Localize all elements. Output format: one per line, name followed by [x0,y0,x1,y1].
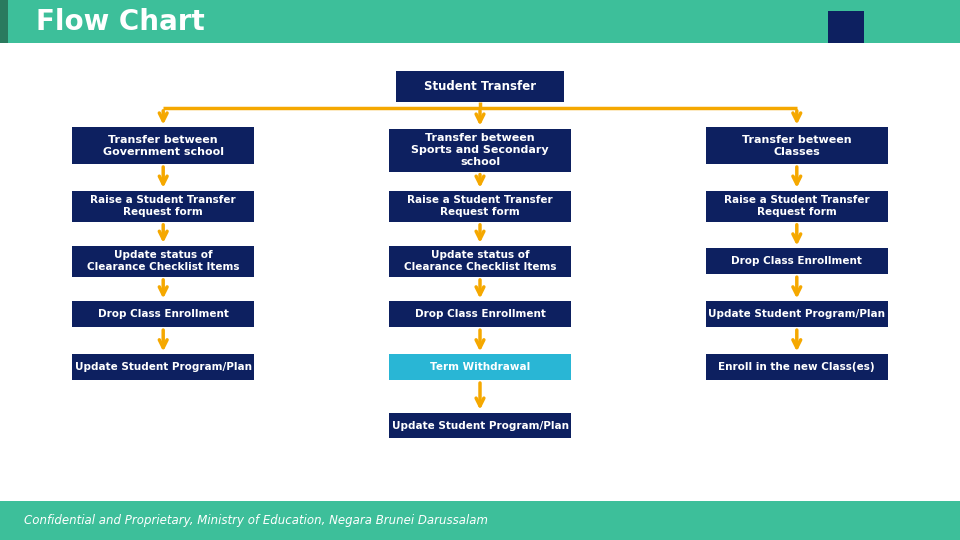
Text: Student Transfer: Student Transfer [424,80,536,93]
Bar [706,354,888,380]
Text: Raise a Student Transfer
Request form: Raise a Student Transfer Request form [724,195,870,217]
Bar [0,0,8,43]
Bar [72,246,254,277]
Text: Drop Class Enrollment: Drop Class Enrollment [415,309,545,319]
Bar [389,129,571,172]
Bar [72,354,254,380]
Bar [389,301,571,327]
Bar [389,354,571,380]
Bar [706,248,888,274]
Text: Raise a Student Transfer
Request form: Raise a Student Transfer Request form [407,195,553,217]
Bar [706,301,888,327]
Bar [0,0,960,43]
Text: Update Student Program/Plan: Update Student Program/Plan [75,362,252,372]
Bar [828,11,864,43]
Text: Drop Class Enrollment: Drop Class Enrollment [732,256,862,266]
Bar [72,191,254,222]
Bar [706,191,888,222]
Text: Confidential and Proprietary, Ministry of Education, Negara Brunei Darussalam: Confidential and Proprietary, Ministry o… [24,514,488,527]
Bar [0,501,960,540]
Text: Update Student Program/Plan: Update Student Program/Plan [708,309,885,319]
Bar [870,11,906,43]
Bar [72,301,254,327]
Text: Transfer between
Government school: Transfer between Government school [103,135,224,157]
Text: Flow Chart: Flow Chart [36,8,205,36]
Text: Update Student Program/Plan: Update Student Program/Plan [392,421,568,430]
Bar [389,413,571,438]
Text: Enroll in the new Class(es): Enroll in the new Class(es) [718,362,876,372]
Text: Transfer between
Sports and Secondary
school: Transfer between Sports and Secondary sc… [411,133,549,167]
Bar [389,191,571,222]
Bar [389,246,571,277]
Text: Drop Class Enrollment: Drop Class Enrollment [98,309,228,319]
Bar [72,127,254,164]
Text: Term Withdrawal: Term Withdrawal [430,362,530,372]
Text: Raise a Student Transfer
Request form: Raise a Student Transfer Request form [90,195,236,217]
Text: Transfer between
Classes: Transfer between Classes [742,135,852,157]
Bar [706,127,888,164]
Text: Update status of
Clearance Checklist Items: Update status of Clearance Checklist Ite… [404,251,556,272]
Bar [396,71,564,102]
Text: Update status of
Clearance Checklist Items: Update status of Clearance Checklist Ite… [87,251,239,272]
